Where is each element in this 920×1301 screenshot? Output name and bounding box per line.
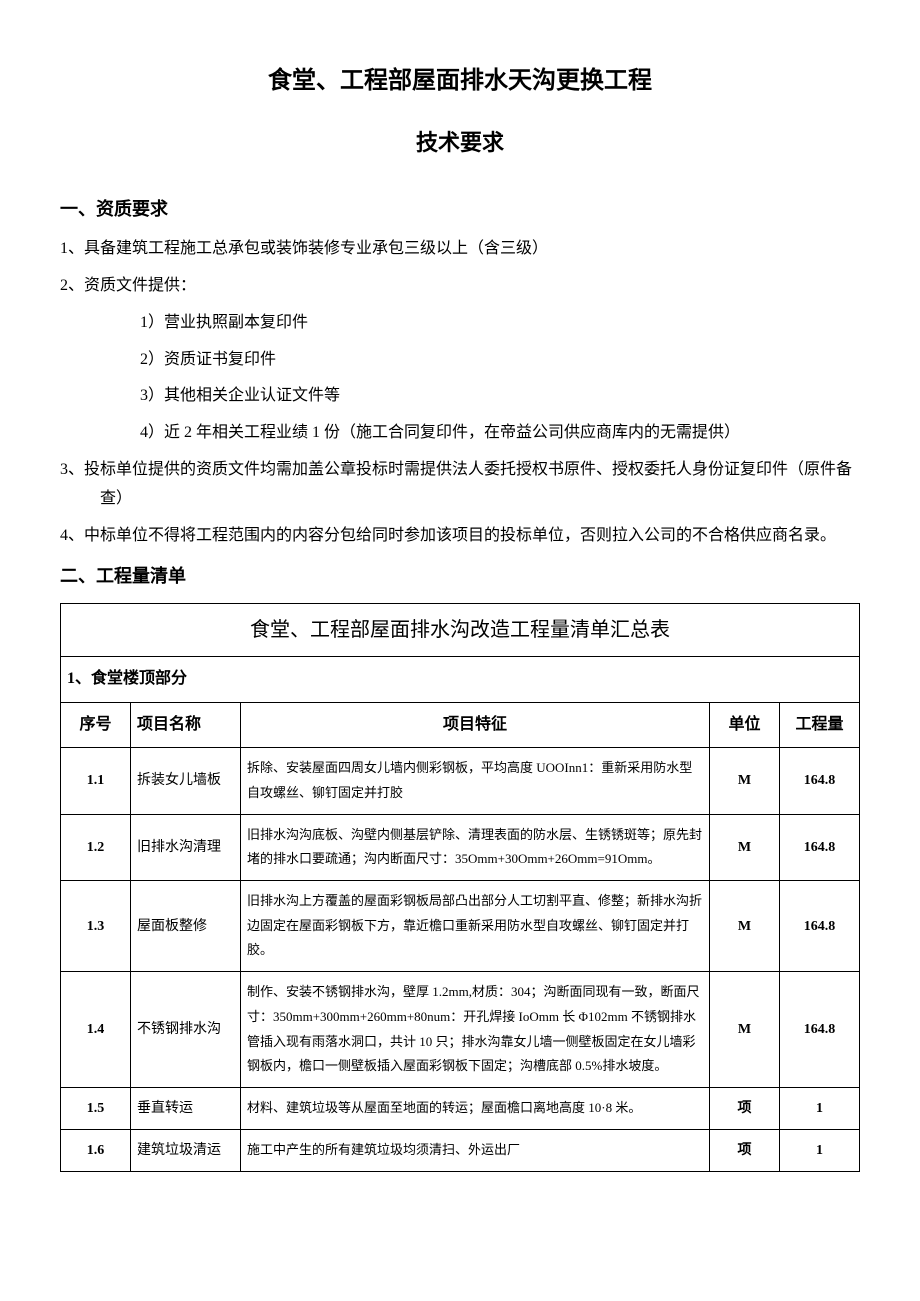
cell-qty: 164.8: [780, 972, 860, 1088]
bill-of-quantities-table: 食堂、工程部屋面排水沟改造工程量清单汇总表 1、食堂楼顶部分 序号 项目名称 项…: [60, 603, 860, 1173]
table-row: 1.5 垂直转运 材料、建筑垃圾等从屋面至地面的转运；屋面檐口离地高度 10·8…: [61, 1087, 860, 1129]
header-unit: 单位: [710, 702, 780, 748]
cell-name: 旧排水沟清理: [131, 814, 241, 880]
cell-name: 不锈钢排水沟: [131, 972, 241, 1088]
section1-item3: 3、投标单位提供的资质文件均需加盖公章投标时需提供法人委托授权书原件、授权委托人…: [60, 456, 860, 514]
cell-qty: 164.8: [780, 748, 860, 814]
table-row: 1.4 不锈钢排水沟 制作、安装不锈钢排水沟，壁厚 1.2mm,材质：304；沟…: [61, 972, 860, 1088]
cell-unit: 项: [710, 1087, 780, 1129]
table-row: 1.6 建筑垃圾清运 施工中产生的所有建筑垃圾均须清扫、外运出厂 项 1: [61, 1130, 860, 1172]
section1-item4: 4、中标单位不得将工程范围内的内容分包给同时参加该项目的投标单位，否则拉入公司的…: [60, 522, 860, 551]
cell-qty: 1: [780, 1130, 860, 1172]
cell-unit: M: [710, 814, 780, 880]
cell-feature: 旧排水沟上方覆盖的屋面彩钢板局部凸出部分人工切割平直、修整；新排水沟折边固定在屋…: [241, 881, 710, 972]
document-title-sub: 技术要求: [60, 123, 860, 163]
table-title: 食堂、工程部屋面排水沟改造工程量清单汇总表: [61, 603, 860, 656]
cell-unit: M: [710, 881, 780, 972]
cell-seq: 1.6: [61, 1130, 131, 1172]
table-title-row: 食堂、工程部屋面排水沟改造工程量清单汇总表: [61, 603, 860, 656]
section1-sub1: 1）营业执照副本复印件: [60, 309, 860, 338]
cell-qty: 164.8: [780, 814, 860, 880]
section1-sub2: 2）资质证书复印件: [60, 346, 860, 375]
cell-name: 建筑垃圾清运: [131, 1130, 241, 1172]
header-name: 项目名称: [131, 702, 241, 748]
table-row: 1.3 屋面板整修 旧排水沟上方覆盖的屋面彩钢板局部凸出部分人工切割平直、修整；…: [61, 881, 860, 972]
table-subsection: 1、食堂楼顶部分: [61, 656, 860, 702]
cell-feature: 材料、建筑垃圾等从屋面至地面的转运；屋面檐口离地高度 10·8 米。: [241, 1087, 710, 1129]
cell-qty: 1: [780, 1087, 860, 1129]
cell-unit: M: [710, 972, 780, 1088]
cell-name: 屋面板整修: [131, 881, 241, 972]
cell-feature: 拆除、安装屋面四周女儿墙内侧彩钢板，平均高度 UOOInn1：重新采用防水型自攻…: [241, 748, 710, 814]
cell-seq: 1.1: [61, 748, 131, 814]
table-row: 1.2 旧排水沟清理 旧排水沟沟底板、沟壁内侧基层铲除、清理表面的防水层、生锈锈…: [61, 814, 860, 880]
header-qty: 工程量: [780, 702, 860, 748]
section1-heading: 一、资质要求: [60, 193, 860, 225]
section1-item1: 1、具备建筑工程施工总承包或装饰装修专业承包三级以上（含三级）: [60, 235, 860, 264]
section2-heading: 二、工程量清单: [60, 560, 860, 592]
cell-name: 拆装女儿墙板: [131, 748, 241, 814]
cell-unit: 项: [710, 1130, 780, 1172]
cell-seq: 1.2: [61, 814, 131, 880]
cell-name: 垂直转运: [131, 1087, 241, 1129]
cell-unit: M: [710, 748, 780, 814]
document-title-main: 食堂、工程部屋面排水天沟更换工程: [60, 60, 860, 103]
section1-sub3: 3）其他相关企业认证文件等: [60, 382, 860, 411]
cell-seq: 1.5: [61, 1087, 131, 1129]
cell-feature: 制作、安装不锈钢排水沟，壁厚 1.2mm,材质：304；沟断面同现有一致，断面尺…: [241, 972, 710, 1088]
cell-seq: 1.4: [61, 972, 131, 1088]
table-subsection-row: 1、食堂楼顶部分: [61, 656, 860, 702]
section1-item2: 2、资质文件提供：: [60, 272, 860, 301]
cell-feature: 施工中产生的所有建筑垃圾均须清扫、外运出厂: [241, 1130, 710, 1172]
cell-qty: 164.8: [780, 881, 860, 972]
section1-sub4: 4）近 2 年相关工程业绩 1 份（施工合同复印件，在帝益公司供应商库内的无需提…: [60, 419, 860, 448]
table-row: 1.1 拆装女儿墙板 拆除、安装屋面四周女儿墙内侧彩钢板，平均高度 UOOInn…: [61, 748, 860, 814]
cell-feature: 旧排水沟沟底板、沟壁内侧基层铲除、清理表面的防水层、生锈锈斑等；原先封堵的排水口…: [241, 814, 710, 880]
header-seq: 序号: [61, 702, 131, 748]
table-header-row: 序号 项目名称 项目特征 单位 工程量: [61, 702, 860, 748]
header-feature: 项目特征: [241, 702, 710, 748]
cell-seq: 1.3: [61, 881, 131, 972]
